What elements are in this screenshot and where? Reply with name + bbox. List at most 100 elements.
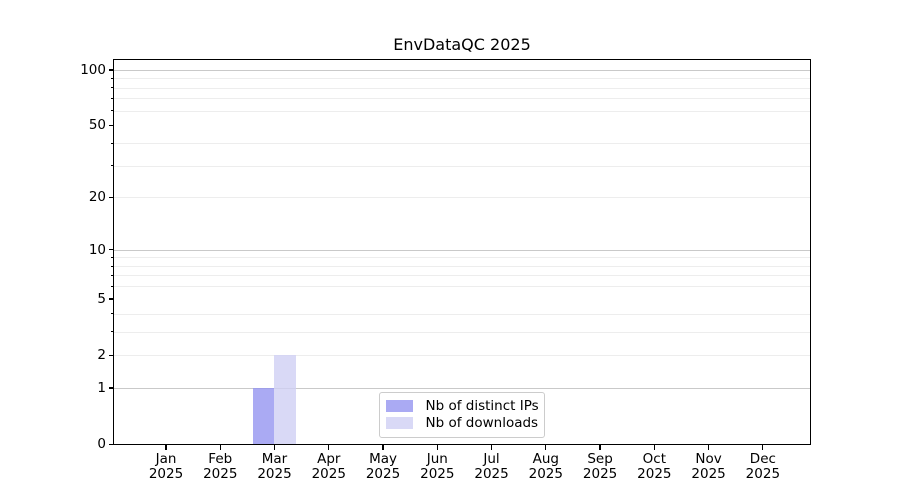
x-tick-label-year: 2025 — [365, 466, 401, 482]
y-axis-minor-tick — [110, 257, 114, 258]
y-axis-tick — [108, 69, 114, 71]
minor-gridline — [114, 265, 810, 267]
y-axis-minor-tick — [110, 285, 114, 287]
minor-gridline — [114, 286, 810, 288]
legend-swatch-downloads — [385, 417, 413, 429]
x-axis-tick — [653, 445, 655, 450]
x-axis-tick — [762, 445, 764, 450]
x-tick-label-year: 2025 — [420, 466, 455, 482]
x-axis-tick — [382, 445, 384, 450]
minor-gridline — [114, 78, 810, 80]
legend-item-downloads: Nb of downloads — [385, 415, 539, 432]
x-tick-label-month: Apr — [317, 450, 341, 467]
x-tick-label: Aug 2025 — [516, 450, 576, 483]
legend-swatch-distinct-ips — [385, 400, 413, 412]
x-tick-label-year: 2025 — [311, 466, 346, 482]
minor-gridline — [114, 197, 810, 199]
y-axis-tick — [108, 387, 114, 389]
x-axis-tick — [165, 445, 167, 450]
y-axis-minor-tick — [110, 354, 114, 356]
y-axis-tick — [108, 124, 114, 126]
minor-gridline — [114, 98, 810, 100]
x-tick-label-month: Sep — [587, 450, 613, 467]
y-tick-label: 20 — [88, 189, 106, 206]
legend: Nb of distinct IPs Nb of downloads — [378, 391, 545, 438]
x-tick-label: Dec 2025 — [733, 450, 793, 483]
y-axis-tick — [108, 443, 114, 445]
y-axis-minor-tick — [110, 110, 114, 112]
x-tick-label-month: May — [369, 450, 397, 467]
bar-nb-of-distinct-ips-mar-2025 — [252, 387, 275, 444]
legend-label: Nb of downloads — [425, 415, 539, 431]
x-tick-label-month: Feb — [208, 450, 233, 467]
x-tick-label-year: 2025 — [528, 466, 563, 482]
x-tick-label: Mar 2025 — [245, 450, 305, 483]
y-tick-label: 100 — [80, 61, 106, 78]
y-tick-label: 50 — [88, 117, 106, 134]
minor-gridline — [114, 257, 810, 259]
x-tick-label: Nov 2025 — [679, 450, 739, 483]
x-axis-tick — [219, 445, 221, 450]
y-axis-minor-tick — [110, 77, 114, 79]
x-tick-label-month: Jul — [483, 450, 500, 467]
y-axis-minor-tick — [110, 196, 114, 198]
x-tick-label: Jan 2025 — [136, 450, 196, 483]
major-gridline — [114, 249, 810, 251]
x-tick-label: Sep 2025 — [570, 450, 630, 483]
x-tick-label-month: Mar — [261, 450, 288, 467]
y-axis-tick — [108, 298, 114, 300]
x-tick-label: Oct 2025 — [624, 450, 684, 483]
y-axis-minor-tick — [110, 142, 114, 144]
x-tick-label-month: Nov — [695, 450, 722, 467]
x-axis-tick — [328, 445, 330, 450]
chart-title: EnvDataQC 2025 — [393, 35, 531, 54]
major-gridline — [114, 69, 810, 71]
x-axis-tick — [545, 445, 547, 450]
x-tick-label-month: Aug — [532, 450, 559, 467]
minor-gridline — [114, 142, 810, 144]
x-tick-label-month: Jan — [155, 450, 177, 467]
y-tick-label: 0 — [97, 436, 106, 453]
y-tick-label: 5 — [97, 290, 106, 307]
x-tick-label-year: 2025 — [148, 466, 184, 482]
bar-nb-of-downloads-mar-2025 — [274, 354, 296, 444]
y-axis-minor-tick — [110, 87, 114, 89]
y-tick-label: 10 — [88, 241, 106, 258]
y-axis-minor-tick — [110, 275, 114, 277]
x-tick-label-month: Jun — [426, 450, 448, 467]
x-tick-label: May 2025 — [353, 450, 413, 483]
y-axis-minor-tick — [110, 331, 114, 333]
x-axis-tick — [490, 445, 493, 450]
y-axis-minor-tick — [110, 98, 114, 100]
x-tick-label-month: Oct — [642, 450, 666, 467]
x-tick-label-year: 2025 — [637, 466, 672, 482]
minor-gridline — [114, 275, 810, 277]
x-tick-label-year: 2025 — [474, 466, 509, 482]
x-tick-label-year: 2025 — [582, 466, 618, 482]
x-axis-tick — [708, 445, 710, 450]
x-tick-label: Apr 2025 — [299, 450, 359, 483]
y-axis-tick — [108, 249, 114, 251]
minor-gridline — [114, 165, 810, 167]
legend-item-distinct-ips: Nb of distinct IPs — [385, 398, 539, 415]
x-tick-label-year: 2025 — [257, 466, 292, 482]
x-axis-tick — [436, 445, 438, 450]
x-tick-label-year: 2025 — [745, 466, 781, 482]
x-tick-label: Jun 2025 — [407, 450, 467, 483]
y-tick-label: 1 — [97, 379, 106, 396]
x-tick-label-year: 2025 — [203, 466, 238, 482]
major-gridline — [114, 387, 810, 389]
minor-gridline — [114, 87, 810, 89]
x-tick-label-month: Dec — [749, 450, 776, 467]
minor-gridline — [114, 354, 810, 356]
minor-gridline — [114, 313, 810, 315]
minor-gridline — [114, 331, 810, 333]
x-tick-label: Jul 2025 — [462, 450, 522, 483]
y-tick-label: 2 — [97, 347, 106, 364]
y-axis-minor-tick — [110, 313, 114, 315]
y-axis-minor-tick — [110, 265, 114, 267]
y-axis-minor-tick — [110, 165, 114, 167]
x-axis-tick — [599, 445, 601, 450]
x-tick-label: Feb 2025 — [190, 450, 250, 483]
